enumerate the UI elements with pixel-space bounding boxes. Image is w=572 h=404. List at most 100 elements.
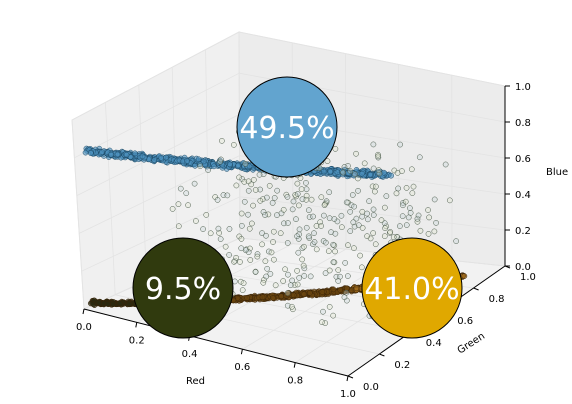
point-transition xyxy=(219,138,225,144)
y-tick-mark xyxy=(379,353,385,357)
point-blue-band xyxy=(158,154,164,161)
point-transition xyxy=(205,167,211,173)
point-transition xyxy=(175,223,182,230)
point-blue-band xyxy=(359,170,365,177)
point-blue-band xyxy=(197,161,204,168)
point-transition xyxy=(268,249,275,256)
point-transition xyxy=(341,164,348,170)
point-transition xyxy=(332,230,339,237)
point-blue-band xyxy=(184,158,190,164)
point-transition xyxy=(207,230,214,237)
point-transition xyxy=(203,212,210,218)
point-transition xyxy=(347,168,354,174)
point-transition xyxy=(393,190,400,197)
point-transition xyxy=(307,273,314,280)
point-transition xyxy=(383,193,390,199)
point-transition xyxy=(252,187,259,193)
point-transition xyxy=(289,303,295,310)
point-transition xyxy=(415,212,422,219)
point-transition xyxy=(442,161,449,168)
point-transition xyxy=(303,224,310,231)
point-transition xyxy=(238,210,245,217)
point-transition xyxy=(271,256,277,263)
point-transition xyxy=(260,279,267,286)
point-transition xyxy=(318,194,325,201)
point-transition xyxy=(345,242,351,248)
point-transition xyxy=(263,273,270,280)
point-transition xyxy=(295,202,302,209)
point-transition xyxy=(311,230,317,237)
point-transition xyxy=(191,180,198,187)
point-transition xyxy=(282,266,288,273)
grid-line-left-y xyxy=(71,119,85,310)
point-blue-band xyxy=(139,153,146,160)
point-transition xyxy=(290,198,297,205)
point-transition xyxy=(175,201,182,208)
point-transition xyxy=(433,220,439,226)
z-axis-label: Blue xyxy=(546,167,568,178)
point-transition xyxy=(299,196,306,203)
point-transition xyxy=(299,256,306,263)
point-transition xyxy=(269,200,276,206)
point-transition xyxy=(355,222,362,229)
point-transition xyxy=(294,281,301,288)
point-transition xyxy=(247,257,254,263)
point-transition xyxy=(409,190,416,196)
point-transition xyxy=(370,141,377,148)
point-blue-band xyxy=(192,162,198,169)
x-tick-mark xyxy=(135,322,138,328)
point-transition xyxy=(359,264,365,271)
point-transition xyxy=(395,185,402,192)
point-transition xyxy=(284,240,291,246)
point-blue-band xyxy=(123,151,130,158)
point-transition xyxy=(242,160,249,167)
point-transition xyxy=(214,197,221,203)
point-transition xyxy=(263,232,269,239)
point-transition xyxy=(197,163,204,170)
y-tick-label: 1.0 xyxy=(520,272,536,283)
point-transition xyxy=(285,220,291,226)
point-transition xyxy=(381,204,388,211)
point-transition xyxy=(285,271,291,278)
axis-ticks: 0.00.20.40.60.81.00.00.20.40.60.81.00.00… xyxy=(76,82,536,400)
point-transition xyxy=(241,198,248,205)
point-transition xyxy=(193,218,199,224)
point-transition xyxy=(397,141,404,148)
y-tick-label: 0.6 xyxy=(457,316,473,327)
x-tick-mark xyxy=(82,308,85,315)
point-transition xyxy=(426,214,432,221)
point-transition xyxy=(446,197,453,204)
point-transition xyxy=(301,273,308,279)
point-transition xyxy=(294,180,301,187)
point-transition xyxy=(251,176,257,183)
cluster-percent-label: 9.5% xyxy=(145,272,221,307)
point-orange-band xyxy=(110,301,116,308)
point-transition xyxy=(169,206,176,212)
point-transition xyxy=(431,228,438,235)
z-tick-label: 0.8 xyxy=(515,118,531,129)
point-blue-band xyxy=(114,151,121,158)
point-transition xyxy=(416,154,423,161)
z-tick-label: 0.2 xyxy=(515,226,531,237)
point-transition xyxy=(326,304,333,310)
point-transition xyxy=(262,212,268,218)
point-transition xyxy=(382,225,388,232)
point-orange-band xyxy=(307,290,313,296)
point-transition xyxy=(338,212,345,219)
point-transition xyxy=(280,206,287,213)
x-tick-mark xyxy=(293,362,296,368)
point-blue-band xyxy=(211,163,217,170)
point-transition xyxy=(417,227,424,234)
point-transition xyxy=(351,245,357,251)
point-transition xyxy=(399,168,405,174)
grid-line-left-z xyxy=(71,31,240,121)
grid-line-back-x xyxy=(344,53,347,250)
point-transition xyxy=(262,258,269,265)
point-transition xyxy=(284,290,291,296)
point-transition xyxy=(310,213,316,220)
y-tick-label: 0.4 xyxy=(426,338,442,349)
grid-line-left-y xyxy=(105,102,116,295)
point-orange-band xyxy=(126,301,133,308)
point-blue-band xyxy=(388,172,394,179)
point-transition xyxy=(341,294,348,301)
